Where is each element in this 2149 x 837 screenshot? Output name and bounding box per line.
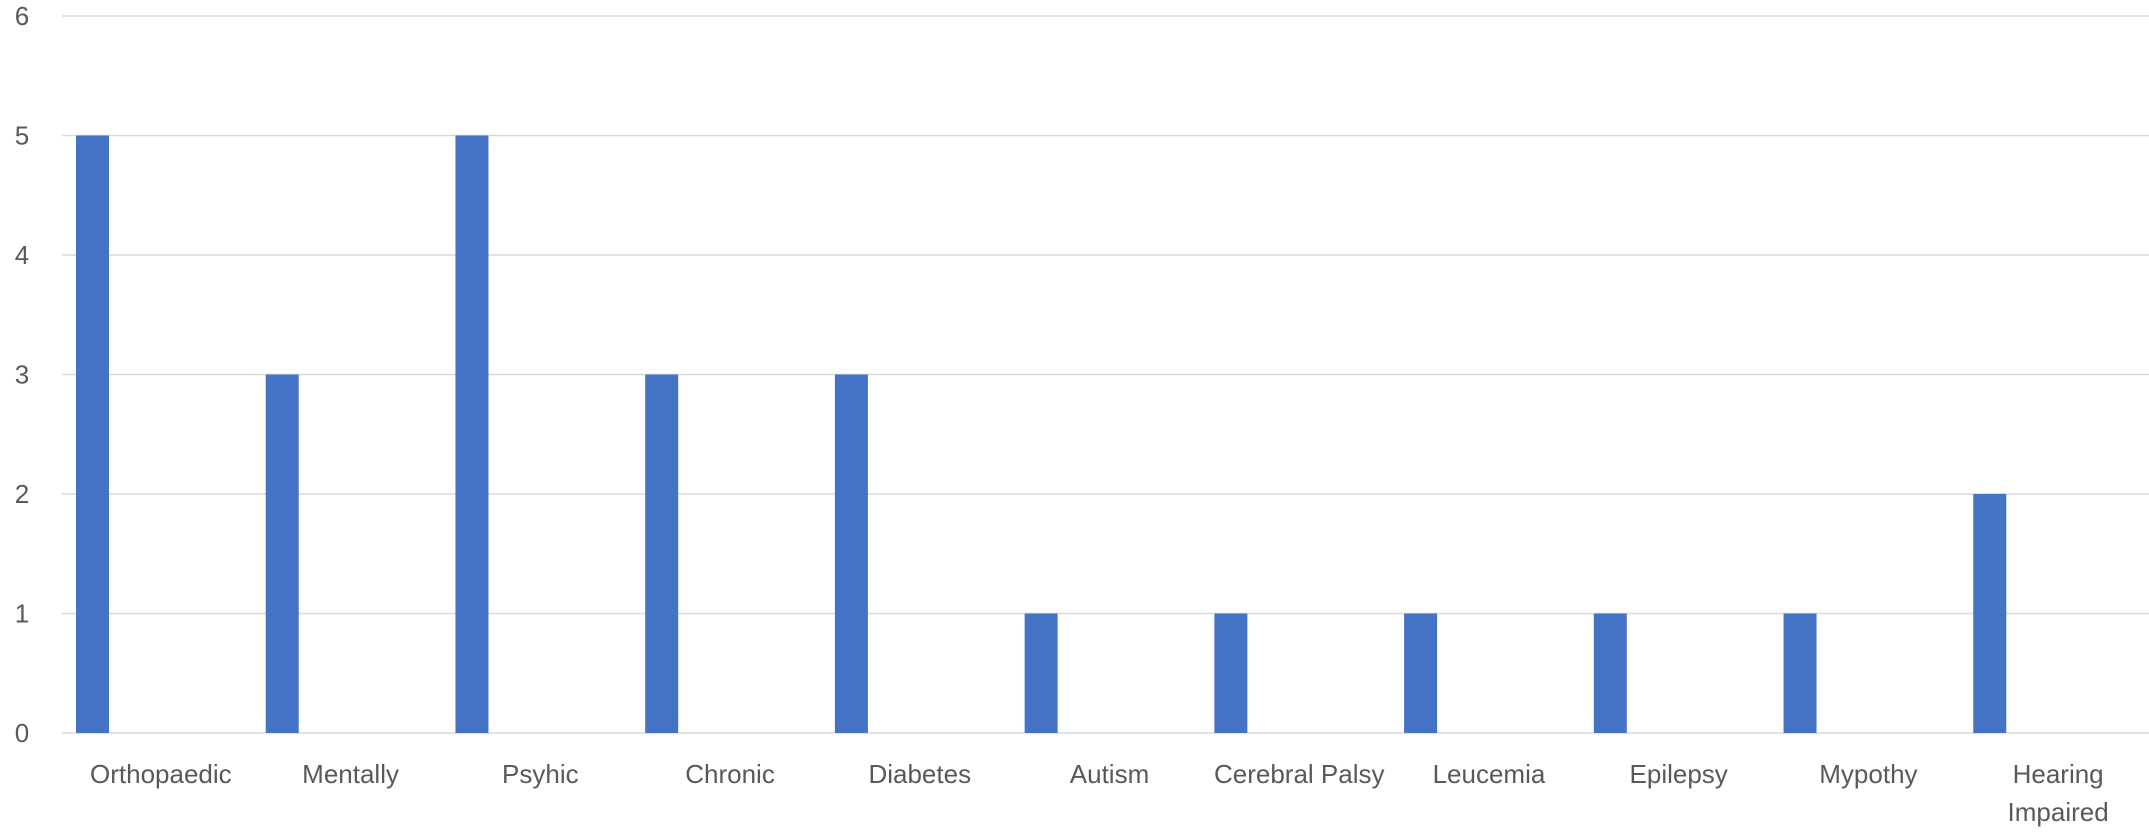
bar <box>455 135 489 733</box>
x-tick-label: Mentally <box>302 759 399 789</box>
x-tick-label: Autism <box>1070 759 1149 789</box>
x-tick-label: Leucemia <box>1433 759 1546 789</box>
x-tick-label: Epilepsy <box>1630 759 1728 789</box>
x-tick-label: Psyhic <box>502 759 579 789</box>
x-tick-label: Cerebral Palsy <box>1214 759 1385 789</box>
bar <box>1973 494 2007 733</box>
y-tick-label: 1 <box>15 599 29 629</box>
bar <box>265 374 299 733</box>
bar <box>76 135 109 733</box>
bar <box>645 374 679 733</box>
bars <box>76 135 2007 733</box>
y-tick-label: 4 <box>15 240 29 270</box>
x-tick-label: Mypothy <box>1819 759 1917 789</box>
x-tick-label: Orthopaedic <box>90 759 232 789</box>
y-tick-label: 3 <box>15 360 29 390</box>
bar <box>1404 613 1438 733</box>
y-tick-label: 2 <box>15 479 29 509</box>
x-tick-label: Hearing Impaired <box>2008 759 2109 827</box>
gridlines <box>62 15 2149 734</box>
x-tick-label: Chronic <box>685 759 775 789</box>
bar <box>1783 613 1817 733</box>
bar <box>1593 613 1627 733</box>
x-tick-label: Diabetes <box>868 759 971 789</box>
bar <box>834 374 868 733</box>
bar <box>1214 613 1248 733</box>
y-tick-label: 6 <box>15 1 29 31</box>
bar <box>1024 613 1058 733</box>
y-tick-label: 5 <box>15 121 29 151</box>
x-axis-labels: Orthopaedic Mentally Psyhic Chronic Diabetes… <box>90 759 2109 827</box>
y-axis-ticks: 0 1 2 3 4 5 6 <box>15 1 29 748</box>
y-tick-label: 0 <box>15 718 29 748</box>
